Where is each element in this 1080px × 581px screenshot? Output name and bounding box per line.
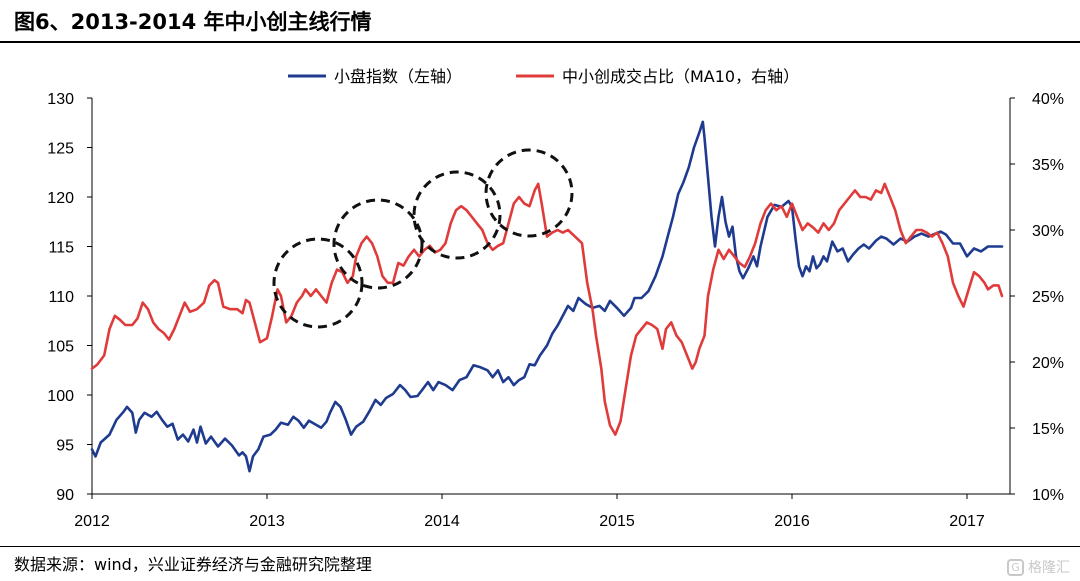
watermark: G 格隆汇 xyxy=(1007,557,1070,577)
left-tick-label: 110 xyxy=(48,289,74,306)
chart-title: 图6、2013-2014 年中小创主线行情 xyxy=(14,10,372,34)
right-tick-label: 25% xyxy=(1032,289,1064,306)
series-line-small-cap-index xyxy=(90,120,1004,473)
source-note: 数据来源：wind，兴业证券经济与金融研究院整理 xyxy=(14,555,372,574)
right-tick-label: 10% xyxy=(1032,487,1064,504)
legend-label: 小盘指数（左轴） xyxy=(334,67,462,86)
legend-label: 中小创成交占比（MA10，右轴） xyxy=(562,67,799,86)
series-line-sme-turnover-ratio xyxy=(90,182,1004,436)
left-tick-label: 95 xyxy=(56,438,74,455)
watermark-logo-icon: G xyxy=(1007,558,1024,576)
right-tick-label: 20% xyxy=(1032,355,1064,372)
x-tick-label: 2013 xyxy=(249,513,285,530)
left-tick-label: 115 xyxy=(48,240,74,257)
highlight-dashed-circle xyxy=(412,170,502,260)
left-tick-label: 105 xyxy=(47,339,74,356)
left-tick-label: 90 xyxy=(56,487,74,504)
tick-labels: 130 125 120 115 110 105 100 95 90 40% 35% 30% 25% 20%… xyxy=(47,91,1064,530)
left-tick-label: 100 xyxy=(47,388,74,405)
left-tick-label: 125 xyxy=(47,141,74,158)
left-tick-label: 130 xyxy=(47,91,74,108)
left-tick-label: 120 xyxy=(47,190,74,207)
x-tick-label: 2014 xyxy=(424,513,460,530)
highlight-dashed-circle xyxy=(272,237,364,329)
watermark-text: 格隆汇 xyxy=(1028,560,1070,576)
source-divider xyxy=(0,546,1080,547)
x-tick-label: 2016 xyxy=(774,513,810,530)
legend: 小盘指数（左轴） 中小创成交占比（MA10，右轴） xyxy=(288,67,799,86)
right-tick-label: 30% xyxy=(1032,223,1064,240)
highlight-circles xyxy=(272,148,574,329)
title-divider xyxy=(0,41,1080,43)
axes xyxy=(87,97,1015,499)
right-tick-label: 15% xyxy=(1032,421,1064,438)
right-tick-label: 35% xyxy=(1032,157,1064,174)
x-tick-label: 2015 xyxy=(599,513,635,530)
series-lines xyxy=(90,120,1004,473)
highlight-dashed-circle xyxy=(484,148,574,238)
highlight-dashed-circle xyxy=(332,198,424,290)
x-tick-label: 2012 xyxy=(74,513,110,530)
right-tick-label: 40% xyxy=(1032,91,1064,108)
x-tick-label: 2017 xyxy=(949,513,985,530)
